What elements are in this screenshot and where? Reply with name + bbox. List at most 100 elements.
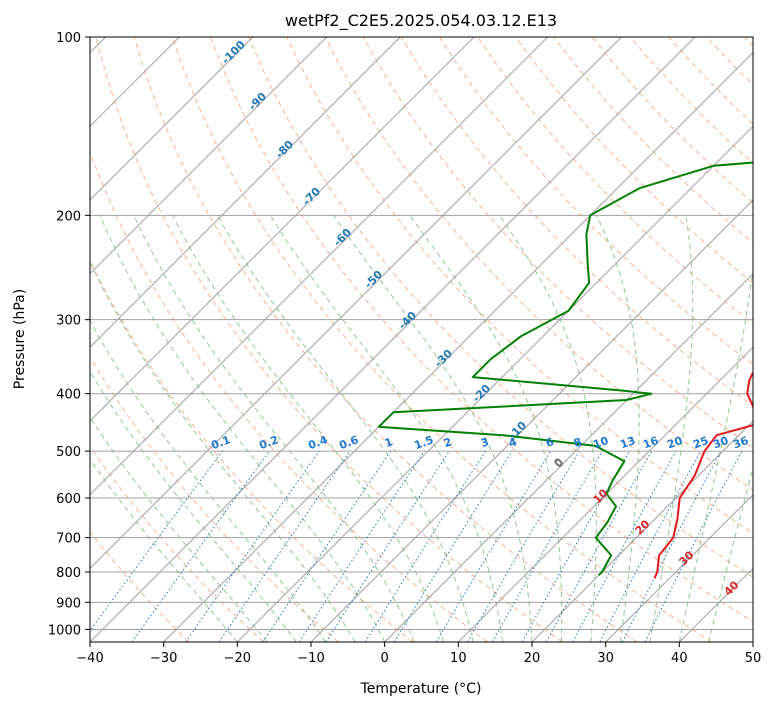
mixing-ratio-label: 10 — [591, 434, 610, 452]
mixing-ratio-label: 1.5 — [412, 433, 435, 452]
x-tick-label: 40 — [671, 651, 688, 666]
dry-adiabat-line — [171, 37, 712, 642]
mixing-ratio-label: 20 — [665, 434, 684, 452]
isotherm-line — [531, 420, 753, 642]
background-lines — [90, 37, 753, 642]
x-axis-label: Temperature (°C) — [360, 681, 482, 697]
dry-adiabat-line — [248, 37, 753, 578]
isotherm-line — [90, 37, 328, 275]
mixing-ratio-line — [644, 450, 743, 642]
mixing-ratio-label: 4 — [507, 435, 519, 450]
dry-adiabat-line — [515, 37, 753, 284]
moist-adiabat-line — [649, 215, 694, 642]
mixing-ratio-label: 0.4 — [306, 433, 329, 452]
dry-adiabat-line — [744, 37, 753, 47]
isotherm-line — [752, 641, 753, 642]
isotherm-line — [90, 37, 622, 570]
mixing-ratio-label: 2 — [442, 435, 454, 450]
x-tick-label: −20 — [224, 651, 251, 666]
mixing-ratio-line — [572, 450, 677, 642]
isotherm-label: -90 — [246, 90, 269, 113]
mixing-ratio-line — [393, 450, 513, 642]
y-tick-label: 700 — [56, 532, 81, 547]
mixing-ratio-label: 36 — [731, 434, 750, 452]
moist-adiabat-line — [596, 215, 640, 642]
isotherm-label: -60 — [331, 226, 354, 249]
moist-adiabat-line — [678, 265, 753, 642]
y-tick-label: 400 — [56, 388, 81, 403]
y-tick-label: 200 — [56, 209, 81, 224]
isotherm-label: -30 — [432, 347, 455, 370]
x-tick-label: −10 — [297, 651, 324, 666]
isotherm-line — [90, 37, 475, 422]
isotherm-label: -70 — [300, 185, 323, 208]
isotherm-line — [384, 272, 753, 642]
y-axis-label: Pressure (hPa) — [12, 289, 28, 389]
axes: −40 −30 −20 −10 0 10 20 30 40 5010020030040050060… — [48, 31, 761, 666]
mixing-ratio-line — [435, 450, 552, 642]
dewpoint-profile-line — [377, 161, 753, 576]
mixing-ratio-label: 16 — [641, 434, 660, 452]
dry-adiabat-line — [90, 259, 414, 642]
moist-adiabat-label: 0 — [552, 456, 567, 471]
dry-adiabat-line — [400, 37, 753, 407]
mixing-ratio-line — [521, 450, 630, 642]
mixing-ratio-line — [218, 450, 351, 642]
moist-adiabat-label: 20 — [633, 517, 653, 537]
dry-adiabat-line — [210, 37, 753, 623]
x-tick-label: 20 — [524, 651, 541, 666]
isotherm-line — [310, 199, 753, 642]
y-tick-label: 100 — [56, 31, 81, 46]
moist-adiabat-line — [708, 466, 753, 642]
isotherm-line — [163, 51, 753, 642]
mixing-ratio-line — [262, 450, 392, 642]
moist-adiabat-line — [333, 215, 533, 642]
dry-adiabat-line — [706, 37, 753, 86]
dry-adiabat-line — [90, 356, 339, 642]
x-tick-label: −30 — [150, 651, 177, 666]
mixing-ratio-label: 8 — [572, 435, 584, 450]
moist-adiabat-label: 40 — [722, 578, 742, 598]
dry-adiabat-line — [438, 37, 753, 366]
moist-adiabat-line — [90, 260, 356, 642]
mixing-ratio-line — [364, 450, 486, 642]
moist-adiabat-line — [90, 319, 327, 642]
mixing-ratio-line — [467, 450, 580, 642]
moist-adiabat-line — [270, 215, 503, 642]
mixing-ratio-label: 0.6 — [337, 433, 360, 452]
isotherm-line — [90, 37, 549, 496]
mixing-ratio-label: 0.1 — [209, 433, 232, 452]
y-tick-label: 900 — [56, 596, 81, 611]
moist-adiabat-line — [90, 416, 268, 642]
isotherm-label: -40 — [396, 309, 419, 332]
mixing-ratio-label: 30 — [711, 434, 730, 452]
isotherm-label: -100 — [219, 38, 248, 67]
y-tick-label: 600 — [56, 492, 81, 507]
x-tick-label: 30 — [597, 651, 614, 666]
isotherm-line — [90, 37, 254, 201]
moist-adiabat-line — [90, 370, 297, 642]
isotherm-line — [605, 493, 753, 642]
mixing-ratio-label: 25 — [691, 434, 710, 451]
dry-adiabat-line — [95, 37, 563, 642]
isotherm-line — [90, 37, 401, 349]
y-tick-label: 300 — [56, 314, 81, 329]
moist-adiabat-line — [90, 458, 238, 642]
mixing-ratio-line — [545, 450, 653, 642]
chart-title: wetPf2_C2E5.2025.054.03.12.E13 — [285, 11, 557, 31]
mixing-ratio-line — [90, 450, 223, 632]
moist-adiabat-line — [217, 215, 474, 642]
isotherm-label: -80 — [273, 138, 296, 161]
mixing-ratio-line — [185, 450, 320, 642]
temperature-profile-line — [653, 372, 753, 579]
x-tick-label: 0 — [381, 651, 389, 666]
isotherm-line — [457, 346, 753, 642]
isotherm-line — [236, 125, 753, 642]
mixing-ratio-line — [131, 450, 270, 642]
mixing-ratio-line — [325, 450, 450, 642]
mixing-ratio-label: 3 — [479, 435, 491, 450]
plot-frame — [89, 36, 754, 643]
profiles — [377, 161, 753, 579]
dry-adiabat-line — [90, 445, 264, 642]
